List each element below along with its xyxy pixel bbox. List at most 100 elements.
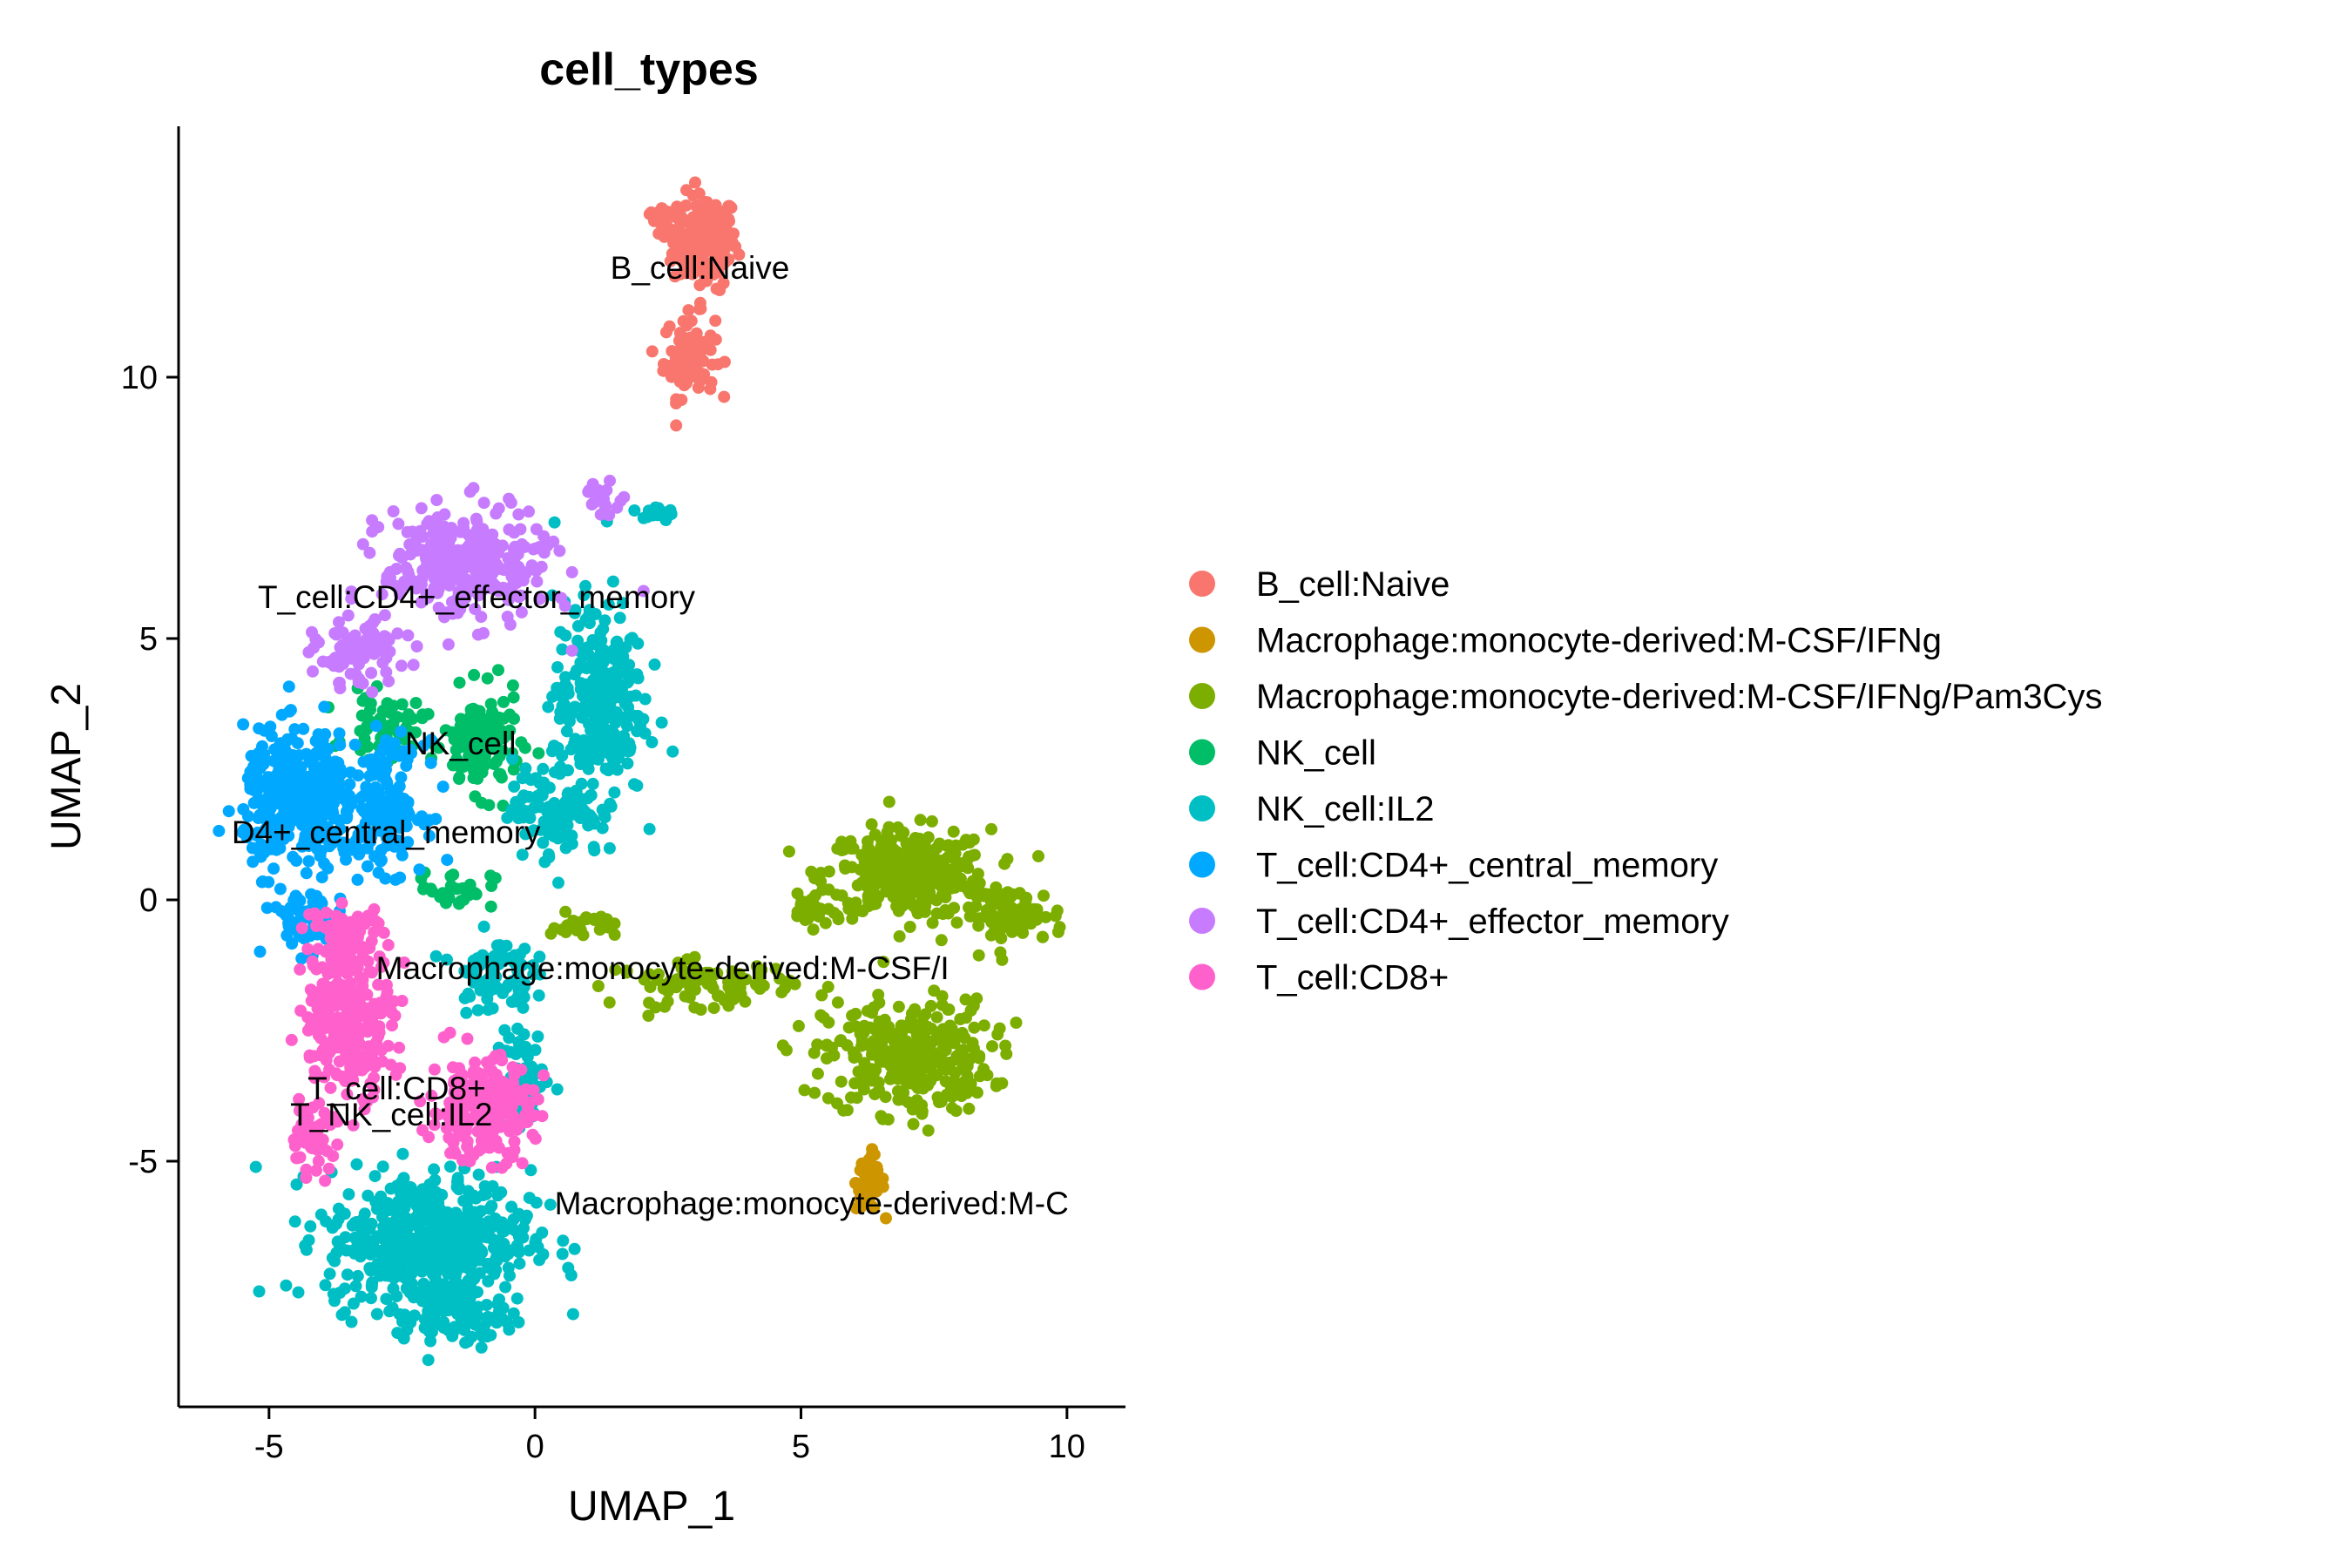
data-point <box>828 1049 841 1062</box>
data-point <box>424 1260 437 1274</box>
data-point <box>376 1211 389 1224</box>
data-point <box>881 860 893 873</box>
data-point <box>368 1071 381 1085</box>
data-point <box>330 1247 343 1260</box>
data-point <box>355 843 368 856</box>
data-point <box>848 1177 862 1190</box>
data-point <box>621 745 634 758</box>
data-point <box>422 1298 435 1310</box>
data-point <box>520 1209 533 1222</box>
data-point <box>462 1193 475 1206</box>
data-point <box>433 1282 445 1295</box>
data-point <box>393 821 406 835</box>
data-point <box>670 419 683 432</box>
data-point <box>484 900 497 913</box>
data-point <box>939 1075 952 1088</box>
data-point <box>663 320 676 333</box>
data-point <box>911 907 924 920</box>
data-point <box>490 1078 504 1092</box>
data-point <box>308 907 321 920</box>
data-point <box>687 334 700 347</box>
data-point <box>380 666 393 679</box>
data-point <box>309 825 322 838</box>
data-point <box>918 838 931 851</box>
data-point <box>948 902 961 915</box>
data-point <box>845 1091 857 1104</box>
data-point <box>676 255 689 268</box>
data-point <box>249 1160 262 1173</box>
data-point <box>706 333 719 345</box>
data-point <box>517 990 531 1004</box>
data-point <box>512 1316 525 1328</box>
data-point <box>269 901 282 914</box>
data-point <box>1014 916 1026 929</box>
data-point <box>422 1206 436 1219</box>
data-point <box>355 802 368 815</box>
data-point <box>437 1227 450 1240</box>
data-point <box>493 939 506 952</box>
data-point <box>993 1022 1006 1035</box>
data-point <box>389 1219 401 1232</box>
data-point <box>383 1240 396 1253</box>
data-point <box>349 1280 362 1293</box>
data-point <box>314 1208 328 1221</box>
data-point <box>548 516 561 529</box>
data-point <box>308 1064 321 1078</box>
data-point <box>551 1083 564 1096</box>
data-point <box>352 658 365 671</box>
data-point <box>543 851 556 863</box>
data-point <box>545 745 558 758</box>
data-point <box>628 778 640 791</box>
data-point <box>490 507 503 520</box>
data-point <box>501 1316 514 1329</box>
data-point <box>522 808 535 821</box>
data-point <box>882 795 896 808</box>
data-point <box>324 1081 337 1094</box>
data-point <box>504 724 517 737</box>
data-point <box>387 1282 400 1295</box>
data-point <box>506 753 518 765</box>
data-point <box>436 1260 449 1274</box>
data-point <box>453 1062 466 1075</box>
data-point <box>462 1274 475 1287</box>
data-point <box>331 1138 344 1151</box>
data-point <box>919 1036 932 1049</box>
data-point <box>477 497 490 510</box>
data-point <box>849 1007 862 1020</box>
data-point <box>565 644 578 657</box>
data-point <box>611 753 624 765</box>
data-point <box>348 924 362 937</box>
data-point <box>470 1245 483 1258</box>
data-point <box>704 343 717 356</box>
data-point <box>290 1178 303 1191</box>
data-point <box>422 707 435 720</box>
data-point <box>306 955 319 968</box>
data-point <box>534 801 546 814</box>
data-point <box>245 749 258 762</box>
data-point <box>512 1043 525 1056</box>
data-point <box>877 850 890 863</box>
data-point <box>854 863 867 876</box>
data-point <box>476 766 489 779</box>
data-point <box>805 865 818 878</box>
data-point <box>397 1172 410 1185</box>
data-point <box>335 896 348 909</box>
data-point <box>255 875 268 889</box>
data-point <box>299 1239 312 1252</box>
data-point <box>408 1309 421 1322</box>
data-point <box>706 267 720 280</box>
data-point <box>385 747 397 760</box>
cluster-label: T_NK_cell:IL2 <box>290 1097 492 1132</box>
data-point <box>481 992 494 1005</box>
data-point <box>709 968 721 981</box>
data-point <box>916 895 929 908</box>
data-point <box>875 1037 889 1051</box>
data-point <box>287 850 300 863</box>
data-point <box>865 818 878 831</box>
data-point <box>265 795 278 808</box>
data-point <box>514 523 527 536</box>
data-point <box>504 1222 517 1235</box>
data-point <box>341 810 354 823</box>
data-point <box>486 577 499 590</box>
data-point <box>930 1010 943 1024</box>
